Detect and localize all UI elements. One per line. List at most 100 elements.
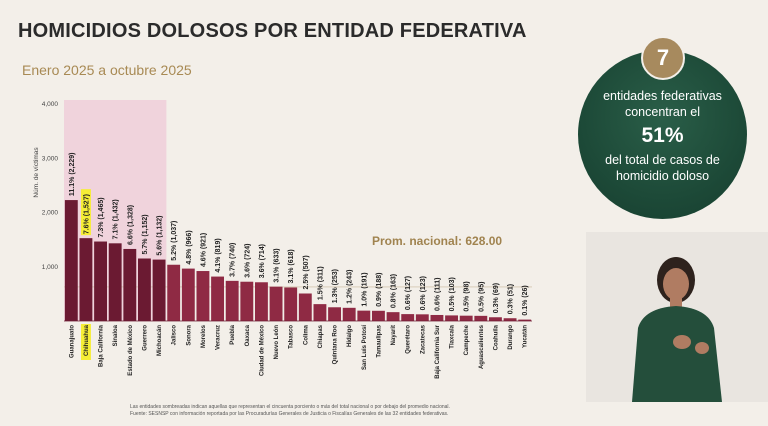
category-label: Tamaulipas — [376, 324, 382, 357]
category-label: Baja California — [99, 324, 105, 367]
bar — [284, 287, 298, 321]
category-label: Hidalgo — [347, 325, 353, 347]
bar — [415, 314, 429, 321]
category-label: Yucatán — [523, 325, 529, 348]
bar — [298, 293, 312, 321]
category-label: Nuevo León — [274, 325, 280, 360]
bar — [240, 281, 254, 321]
category-label: Aguascalientes — [479, 324, 485, 369]
bar — [181, 268, 195, 321]
value-label: 0.3% (69) — [493, 283, 500, 313]
bar — [108, 243, 122, 321]
bar — [430, 314, 444, 321]
summary-line-1: entidades federativas concentran el — [603, 89, 722, 119]
category-label: Quintana Roo — [333, 325, 339, 365]
value-label: 3.6% (714) — [259, 244, 266, 278]
value-label: 3.7% (740) — [230, 243, 237, 277]
bar — [225, 280, 239, 321]
category-label: Puebla — [230, 324, 236, 344]
category-label: Ciudad de México — [259, 325, 265, 376]
interpreter-figure — [586, 232, 768, 402]
page-subtitle: Enero 2025 a octubre 2025 — [22, 62, 192, 78]
value-label: 5.7% (1,152) — [142, 214, 149, 254]
value-label: 7.6% (1,527) — [83, 194, 90, 234]
bar — [518, 319, 532, 321]
summary-percent: 51% — [641, 124, 684, 147]
bar — [211, 276, 224, 321]
category-label: Chihuahua — [84, 324, 90, 356]
value-label: 4.8% (966) — [186, 230, 193, 264]
value-label: 0.6% (111) — [434, 278, 441, 311]
value-label: 0.3% (51) — [508, 284, 515, 314]
category-label: Estado de México — [128, 325, 134, 376]
y-axis-label: Núm. de víctimas — [33, 147, 40, 198]
category-label: Campeche — [464, 324, 470, 355]
category-label: Nayarit — [391, 325, 397, 345]
category-label: Guerrero — [142, 325, 148, 351]
category-label: Jalisco — [172, 325, 178, 346]
bar — [386, 312, 400, 321]
homicide-bar-chart: 1,000 2,000 3,000 4,000 Núm. de víctimas Prom… — [33, 100, 532, 379]
value-label: 3.1% (618) — [288, 249, 295, 283]
value-label: 0.9% (188) — [376, 273, 383, 307]
category-label: Baja California Sur — [435, 324, 441, 378]
bar — [342, 307, 356, 321]
value-label: 6.6% (1,328) — [127, 205, 134, 245]
y-tick-label: 3,000 — [42, 155, 59, 162]
bar — [401, 314, 415, 321]
bar — [269, 286, 283, 321]
bar — [255, 282, 268, 321]
value-label: 0.6% (127) — [405, 276, 412, 310]
average-label: Prom. nacional: 628.00 — [372, 234, 502, 248]
bar — [445, 315, 458, 321]
category-label: Oaxaca — [245, 324, 251, 346]
bar — [459, 315, 473, 321]
category-label: Coahuila — [493, 324, 499, 350]
value-label: 7.1% (1,432) — [113, 199, 120, 239]
bar — [123, 248, 137, 321]
category-label: Guanajuato — [69, 325, 75, 358]
category-label: Chiapas — [318, 324, 324, 348]
page-title: HOMICIDIOS DOLOSOS POR ENTIDAD FEDERATIV… — [18, 20, 527, 42]
value-label: 7.3% (1,465) — [98, 197, 105, 237]
category-label: Sinaloa — [113, 324, 119, 346]
bar — [64, 200, 78, 321]
category-label: Michoacán — [157, 325, 163, 356]
category-label: San Luis Potosí — [362, 325, 368, 370]
value-label: 0.8% (163) — [391, 274, 398, 308]
category-label: Durango — [508, 325, 514, 350]
value-label: 1.3% (253) — [332, 269, 339, 303]
bar — [167, 264, 181, 321]
value-label: 5.6% (1,132) — [157, 215, 164, 255]
summary-line-2: del total de casos de homicidio doloso — [605, 153, 720, 183]
value-label: 4.1% (819) — [215, 238, 222, 272]
value-label: 11.1% (2,229) — [69, 152, 76, 196]
value-label: 1.5% (311) — [317, 266, 324, 300]
value-label: 0.1% (26) — [522, 285, 529, 315]
bar — [152, 259, 166, 321]
value-label: 5.2% (1,037) — [171, 221, 178, 261]
value-label: 1.0% (191) — [361, 272, 368, 306]
value-label-highlight — [80, 189, 91, 236]
bar — [489, 317, 502, 321]
category-label: Tlaxcala — [450, 324, 456, 348]
value-label: 3.6% (724) — [244, 243, 251, 277]
category-label: Tabasco — [289, 325, 295, 349]
bar — [94, 241, 107, 321]
y-tick-label: 1,000 — [42, 264, 59, 271]
bar — [474, 315, 488, 321]
value-label: 1.2% (243) — [347, 270, 354, 304]
value-label: 4.6% (921) — [200, 233, 207, 267]
footnote-shading: Las entidades sombreadas indican aquella… — [130, 404, 450, 410]
bar — [357, 310, 371, 321]
sign-language-interpreter-video — [586, 232, 768, 402]
category-label: Sonora — [186, 324, 192, 345]
value-label: 0.6% (123) — [420, 276, 427, 310]
summary-badge-number: 7 — [641, 36, 685, 80]
y-tick-label: 4,000 — [42, 101, 59, 108]
category-label: Zacatecas — [420, 324, 426, 354]
value-label: 0.5% (98) — [464, 281, 471, 311]
value-label: 0.5% (103) — [449, 277, 456, 311]
bar — [138, 258, 151, 321]
category-label-highlight — [80, 324, 91, 360]
